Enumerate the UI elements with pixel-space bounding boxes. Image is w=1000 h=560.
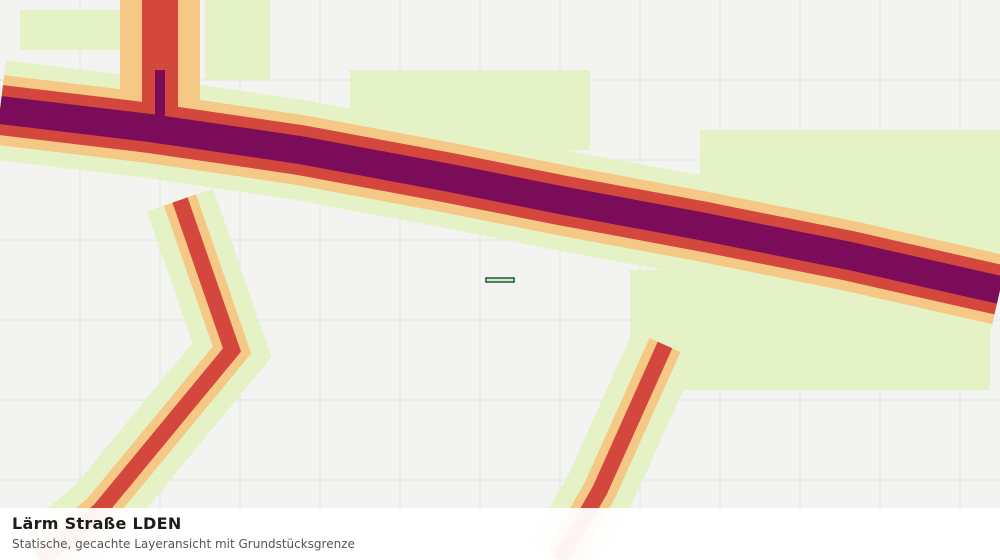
legend-footer: Lärm Straße LDEN Statische, gecachte Lay… bbox=[0, 508, 1000, 560]
parcel-boundary[interactable] bbox=[485, 277, 515, 283]
layer-subtitle: Statische, gecachte Layeransicht mit Gru… bbox=[12, 537, 355, 551]
layer-title: Lärm Straße LDEN bbox=[12, 514, 182, 533]
